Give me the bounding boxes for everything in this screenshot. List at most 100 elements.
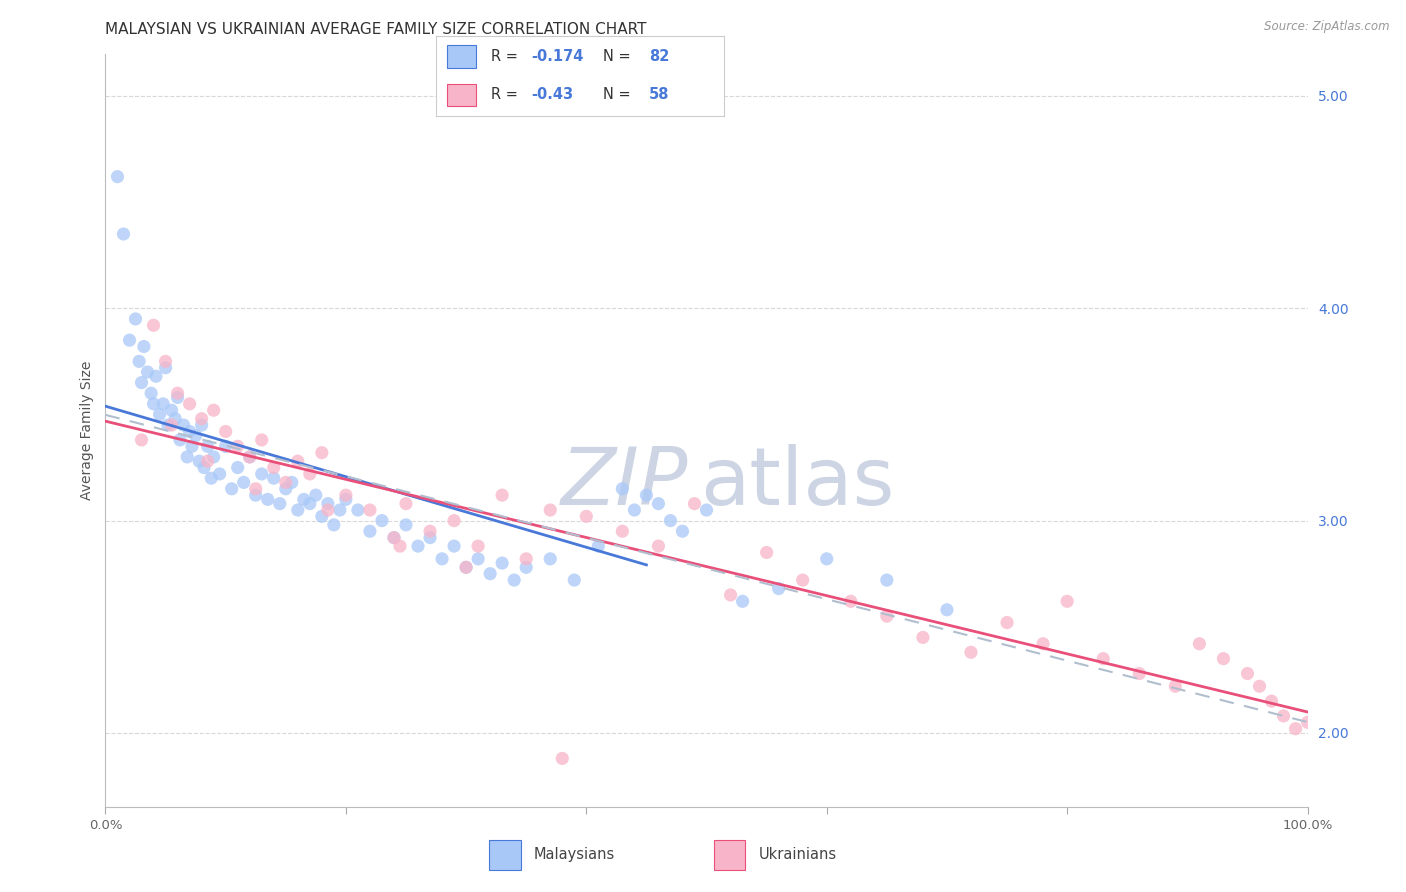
Point bbox=[263, 471, 285, 485]
Point bbox=[359, 503, 381, 517]
Point bbox=[239, 450, 262, 464]
Point bbox=[124, 312, 146, 326]
Point bbox=[132, 339, 155, 353]
Point bbox=[1212, 651, 1234, 665]
Point bbox=[131, 376, 153, 390]
Point bbox=[515, 560, 537, 574]
Point bbox=[491, 488, 513, 502]
Point bbox=[298, 467, 321, 481]
Point bbox=[479, 566, 502, 581]
Point bbox=[443, 514, 465, 528]
Point bbox=[269, 497, 291, 511]
Point bbox=[214, 439, 236, 453]
Point bbox=[430, 552, 453, 566]
Point bbox=[612, 482, 634, 496]
Point bbox=[960, 645, 983, 659]
Point bbox=[197, 454, 219, 468]
Point bbox=[179, 397, 201, 411]
Point bbox=[263, 460, 285, 475]
Point bbox=[190, 418, 212, 433]
Point bbox=[683, 497, 706, 511]
Point bbox=[720, 588, 742, 602]
Point bbox=[395, 517, 418, 532]
Bar bbox=[447, 84, 477, 106]
Bar bbox=[489, 840, 520, 870]
Point bbox=[292, 492, 315, 507]
Point bbox=[454, 560, 477, 574]
Point bbox=[202, 450, 225, 464]
Point bbox=[792, 573, 814, 587]
Text: Malaysians: Malaysians bbox=[534, 847, 616, 862]
Point bbox=[245, 482, 267, 496]
Point bbox=[193, 460, 215, 475]
Point bbox=[1092, 651, 1115, 665]
Point bbox=[454, 560, 477, 574]
Text: -0.174: -0.174 bbox=[531, 49, 583, 63]
Point bbox=[443, 539, 465, 553]
Point bbox=[245, 488, 267, 502]
Point bbox=[538, 503, 561, 517]
Point bbox=[156, 418, 179, 433]
Point bbox=[1260, 694, 1282, 708]
Point bbox=[1056, 594, 1078, 608]
Point bbox=[179, 425, 201, 439]
Point bbox=[1249, 679, 1271, 693]
Point bbox=[142, 397, 165, 411]
Point bbox=[335, 488, 357, 502]
Point bbox=[636, 488, 658, 502]
Point bbox=[184, 428, 207, 442]
Point bbox=[936, 603, 959, 617]
Point bbox=[188, 454, 211, 468]
Point bbox=[647, 497, 669, 511]
Point bbox=[382, 531, 405, 545]
Point bbox=[911, 631, 934, 645]
Point bbox=[148, 408, 170, 422]
Point bbox=[155, 354, 177, 368]
Point bbox=[876, 609, 898, 624]
Point bbox=[406, 539, 429, 553]
Point bbox=[623, 503, 645, 517]
Point bbox=[1188, 637, 1211, 651]
Point bbox=[176, 450, 198, 464]
Point bbox=[731, 594, 754, 608]
Text: Source: ZipAtlas.com: Source: ZipAtlas.com bbox=[1264, 20, 1389, 33]
Point bbox=[419, 524, 441, 539]
Point bbox=[226, 439, 249, 453]
Point bbox=[142, 318, 165, 333]
Point bbox=[419, 531, 441, 545]
Point bbox=[155, 360, 177, 375]
Point bbox=[274, 475, 297, 490]
Point bbox=[815, 552, 838, 566]
Point bbox=[588, 539, 610, 553]
Bar bbox=[714, 840, 745, 870]
Point bbox=[575, 509, 598, 524]
Point bbox=[200, 471, 222, 485]
Point bbox=[538, 552, 561, 566]
Point bbox=[562, 573, 585, 587]
Point bbox=[112, 227, 135, 241]
Point bbox=[256, 492, 278, 507]
Point bbox=[768, 582, 790, 596]
Point bbox=[1236, 666, 1258, 681]
Point bbox=[322, 517, 344, 532]
Text: 58: 58 bbox=[650, 87, 669, 103]
Point bbox=[166, 391, 188, 405]
Point bbox=[1032, 637, 1054, 651]
Point bbox=[316, 503, 339, 517]
Point bbox=[226, 460, 249, 475]
Point bbox=[995, 615, 1018, 630]
Text: R =: R = bbox=[491, 49, 522, 63]
Text: N =: N = bbox=[603, 87, 636, 103]
Point bbox=[152, 397, 174, 411]
Point bbox=[118, 333, 141, 347]
Point bbox=[232, 475, 254, 490]
Point bbox=[250, 467, 273, 481]
Point bbox=[1272, 709, 1295, 723]
Point bbox=[160, 403, 183, 417]
Point bbox=[311, 509, 333, 524]
Point bbox=[107, 169, 129, 184]
Point bbox=[371, 514, 394, 528]
Point bbox=[298, 497, 321, 511]
Point bbox=[128, 354, 150, 368]
Point bbox=[1164, 679, 1187, 693]
